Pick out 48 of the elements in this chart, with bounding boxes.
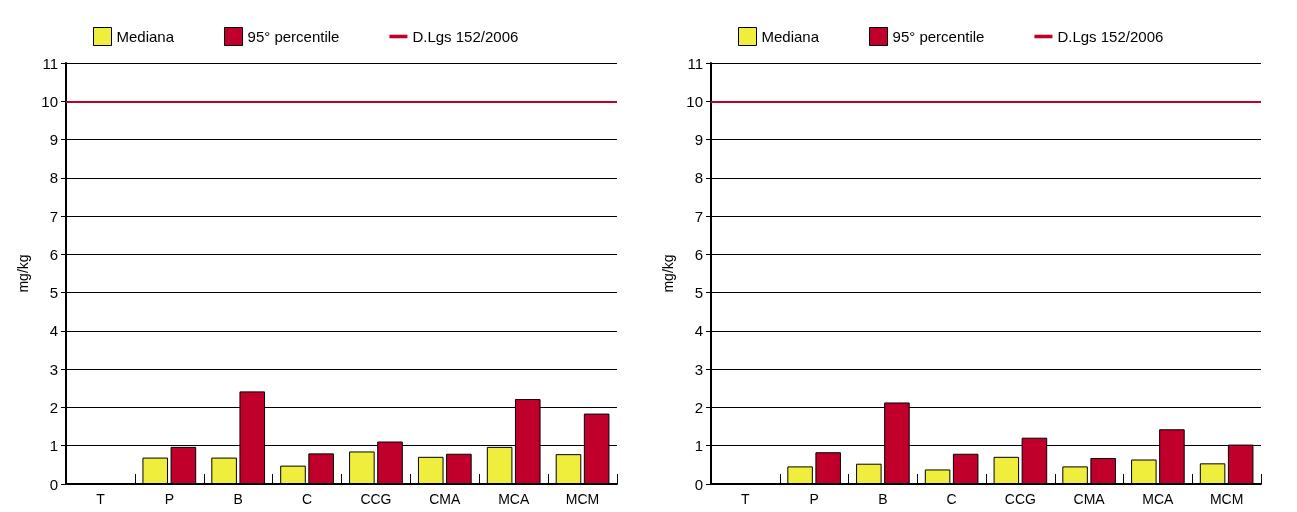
y-tick-label: 3	[49, 360, 58, 378]
y-tick-label: 2	[694, 398, 703, 416]
x-tick-label: T	[96, 491, 106, 507]
y-tick-label: 1	[49, 437, 58, 455]
y-axis-title: mg/kg	[660, 254, 677, 293]
y-tick-label: 8	[49, 169, 58, 187]
y-tick-label: 5	[694, 284, 703, 302]
legend-label: D.Lgs 152/2006	[412, 28, 519, 45]
x-tick-label: CCG	[360, 491, 392, 507]
legend-label: 95° percentile	[892, 28, 985, 45]
x-tick-label: P	[164, 491, 174, 507]
y-tick-label: 1	[694, 437, 703, 455]
y-tick-label: 3	[694, 360, 703, 378]
x-tick-label: CMA	[429, 491, 462, 507]
x-tick-label: C	[946, 491, 957, 507]
y-tick-label: 11	[687, 54, 703, 72]
legend-label: Mediana	[761, 28, 820, 45]
y-tick-label: 10	[686, 92, 703, 110]
y-tick-label: 8	[694, 169, 703, 187]
y-tick-label: 7	[694, 207, 703, 225]
x-tick-label: MCM	[1209, 491, 1244, 507]
y-tick-label: 9	[694, 131, 703, 149]
legend-label: 95° percentile	[247, 28, 340, 45]
y-tick-label: 4	[49, 322, 58, 340]
y-tick-label: 4	[694, 322, 703, 340]
legend-label: Mediana	[116, 28, 175, 45]
x-tick-label: B	[233, 491, 243, 507]
y-tick-label: 7	[49, 207, 58, 225]
y-axis-title: mg/kg	[15, 254, 32, 293]
y-tick-label: 9	[49, 131, 58, 149]
y-tick-label: 6	[49, 245, 58, 263]
x-tick-label: MCA	[498, 491, 530, 507]
y-tick-label: 11	[42, 54, 58, 72]
y-tick-label: 0	[694, 475, 703, 493]
y-tick-label: 0	[49, 475, 58, 493]
x-tick-label: MCM	[565, 491, 600, 507]
x-tick-label: B	[878, 491, 888, 507]
y-tick-label: 2	[49, 398, 58, 416]
legend-label: D.Lgs 152/2006	[1057, 28, 1164, 45]
x-tick-label: T	[741, 491, 751, 507]
x-tick-label: P	[809, 491, 819, 507]
y-tick-label: 5	[49, 284, 58, 302]
x-tick-label: CMA	[1073, 491, 1106, 507]
x-tick-label: MCA	[1142, 491, 1175, 507]
x-tick-label: C	[302, 491, 313, 507]
y-tick-label: 10	[41, 92, 58, 110]
y-tick-label: 6	[694, 245, 703, 263]
x-tick-label: CCG	[1004, 491, 1036, 507]
